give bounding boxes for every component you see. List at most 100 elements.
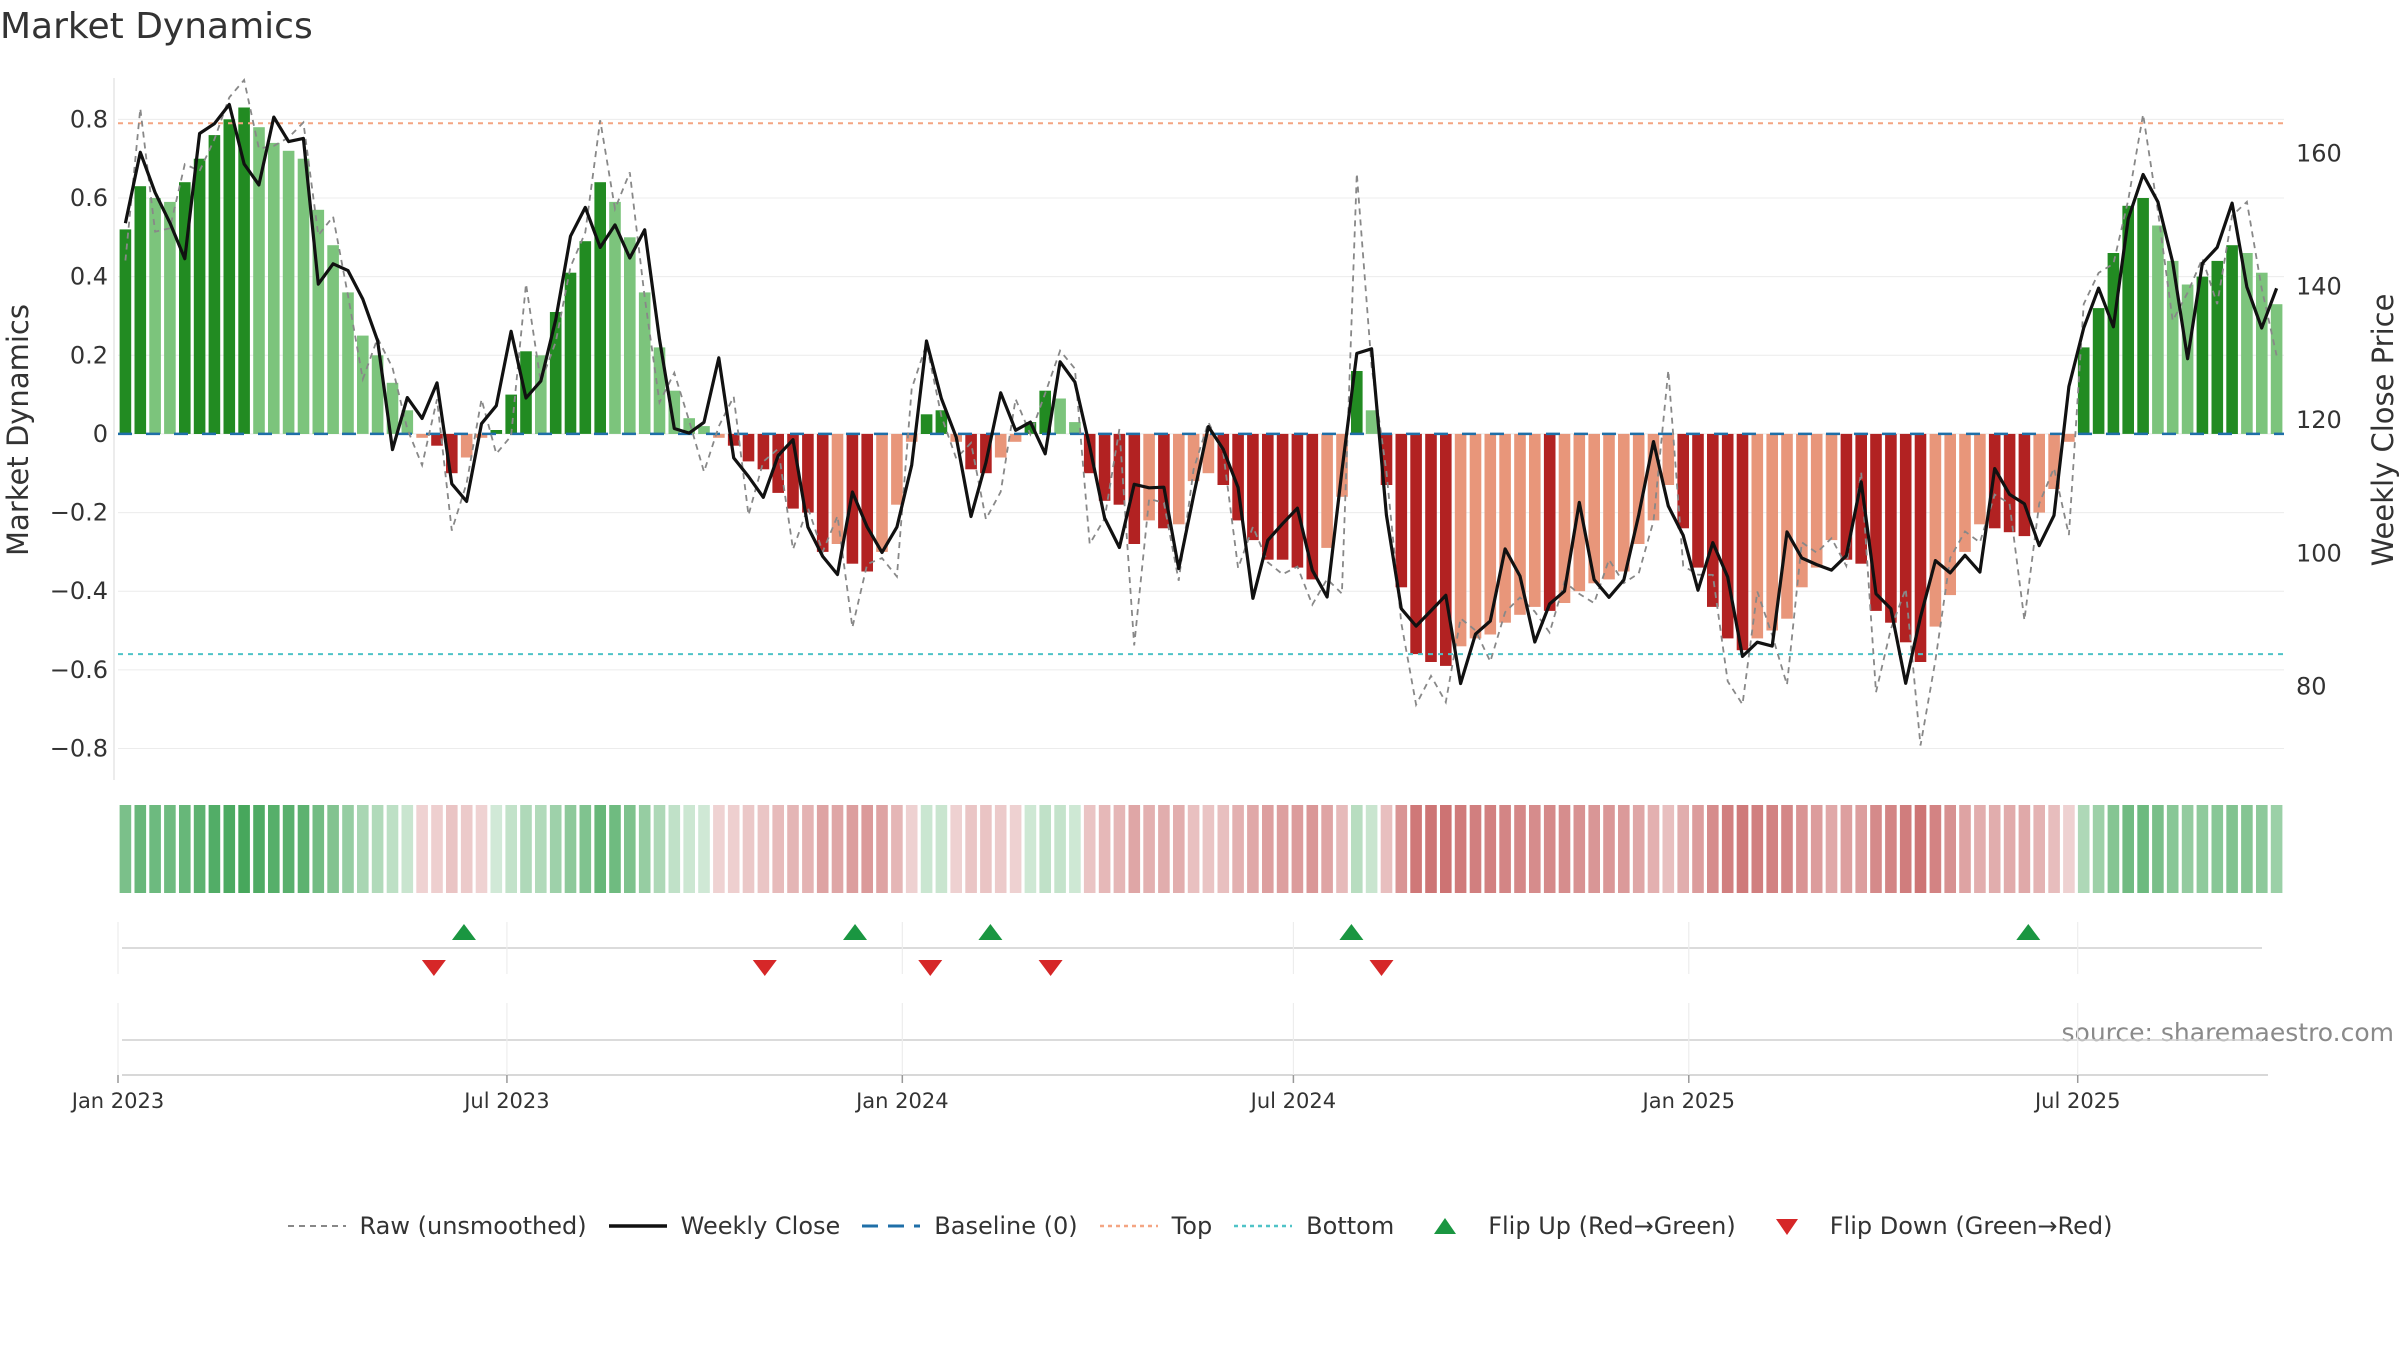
bar-0	[119, 229, 132, 434]
bar-38	[683, 418, 695, 434]
heat-cell-140	[2196, 805, 2209, 893]
heat-cell-66	[1098, 805, 1111, 893]
bar-122	[1929, 433, 1942, 627]
bar-112	[1781, 433, 1793, 619]
bar-128	[2018, 433, 2031, 537]
heat-cell-22	[446, 805, 458, 893]
legend-bottom[interactable]: Bottom	[1234, 1212, 1394, 1240]
bar-73	[1202, 433, 1215, 474]
heat-cell-145	[2270, 805, 2283, 893]
y-right-tick-1: 140	[2296, 273, 2342, 301]
heat-cell-143	[2241, 805, 2253, 893]
heat-cell-42	[742, 805, 755, 893]
flip-down-marker-3	[1038, 960, 1063, 976]
bar-76	[1247, 433, 1259, 541]
legend-top[interactable]: Top	[1099, 1212, 1213, 1240]
legend-close[interactable]: Weekly Close	[608, 1212, 840, 1240]
heat-cell-62	[1039, 805, 1051, 893]
bar-144	[2256, 272, 2268, 434]
bar-136	[2137, 198, 2149, 434]
heat-cell-109	[1736, 805, 1749, 893]
heat-cell-78	[1276, 805, 1289, 893]
legend-flip-down[interactable]: Flip Down (Green→Red)	[1758, 1212, 2113, 1240]
heat-cell-70	[1158, 805, 1170, 893]
bar-134	[2107, 253, 2120, 434]
bar-52	[891, 433, 903, 505]
bar-129	[2033, 433, 2045, 513]
bar-98	[1573, 433, 1586, 592]
heat-cell-108	[1721, 805, 1734, 893]
heat-cell-3	[164, 805, 176, 893]
heat-cell-137	[2152, 805, 2164, 893]
bar-42	[742, 433, 755, 462]
heat-cell-21	[431, 805, 443, 893]
bar-9	[253, 127, 265, 434]
bar-46	[802, 433, 814, 513]
bar-92	[1484, 433, 1497, 635]
heat-cell-47	[816, 805, 829, 893]
bar-43	[757, 433, 770, 470]
bar-145	[2270, 304, 2283, 434]
legend-top-label: Top	[1171, 1212, 1213, 1240]
bar-138	[2166, 260, 2179, 434]
bar-99	[1588, 433, 1600, 584]
bar-21	[431, 433, 443, 446]
bar-8	[238, 107, 250, 434]
bar-75	[1232, 433, 1244, 521]
bar-84	[1365, 410, 1378, 434]
heat-cell-94	[1514, 805, 1526, 893]
heat-cell-106	[1692, 805, 1704, 893]
heat-cell-141	[2211, 805, 2224, 893]
bar-114	[1810, 433, 1823, 568]
heat-cell-1	[134, 805, 147, 893]
heat-cell-95	[1529, 805, 1541, 893]
heat-cell-84	[1365, 805, 1378, 893]
heat-cell-112	[1781, 805, 1793, 893]
bar-131	[2063, 433, 2075, 442]
heat-cell-90	[1454, 805, 1467, 893]
bar-28	[535, 355, 547, 434]
bar-3	[164, 201, 176, 434]
bar-25	[490, 430, 503, 434]
heat-cell-100	[1603, 805, 1615, 893]
bar-71	[1173, 433, 1185, 525]
legend-raw[interactable]: Raw (unsmoothed)	[287, 1212, 587, 1240]
bar-104	[1662, 433, 1675, 485]
heat-cell-102	[1632, 805, 1645, 893]
bar-72	[1187, 433, 1200, 482]
bar-123	[1944, 433, 1956, 596]
heat-cell-5	[193, 805, 206, 893]
heat-cell-132	[2077, 805, 2090, 893]
heat-cell-96	[1543, 805, 1556, 893]
bar-64	[1069, 422, 1081, 434]
heat-cell-116	[1840, 805, 1853, 893]
heat-cell-27	[520, 805, 532, 893]
bar-120	[1899, 433, 1912, 643]
x-tick-2: Jan 2024	[854, 1089, 949, 1113]
chart-title: Market Dynamics	[0, 6, 313, 47]
heat-cell-61	[1024, 805, 1037, 893]
heat-cell-77	[1262, 805, 1274, 893]
bar-93	[1499, 433, 1511, 623]
bar-110	[1751, 433, 1764, 639]
heat-cell-121	[1914, 805, 1927, 893]
flip-panel	[117, 922, 2268, 1076]
heat-cell-130	[2048, 805, 2060, 893]
bar-18	[386, 382, 399, 434]
legend-baseline[interactable]: Baseline (0)	[862, 1212, 1078, 1240]
legend: Raw (unsmoothed) Weekly Close Baseline (…	[0, 1212, 2400, 1240]
bar-130	[2048, 433, 2060, 489]
heat-cell-124	[1959, 805, 1971, 893]
bar-62	[1039, 390, 1051, 434]
bar-17	[371, 355, 384, 434]
heat-cell-129	[2033, 805, 2045, 893]
legend-flip-down-label: Flip Down (Green→Red)	[1829, 1212, 2113, 1240]
bar-100	[1603, 433, 1615, 580]
heat-cell-26	[505, 805, 517, 893]
heat-cell-45	[787, 805, 799, 893]
legend-flip-up[interactable]: Flip Up (Red→Green)	[1416, 1212, 1736, 1240]
bar-40	[713, 433, 725, 438]
bar-127	[2003, 433, 2016, 533]
bar-126	[1988, 433, 2001, 529]
bar-67	[1113, 433, 1126, 505]
